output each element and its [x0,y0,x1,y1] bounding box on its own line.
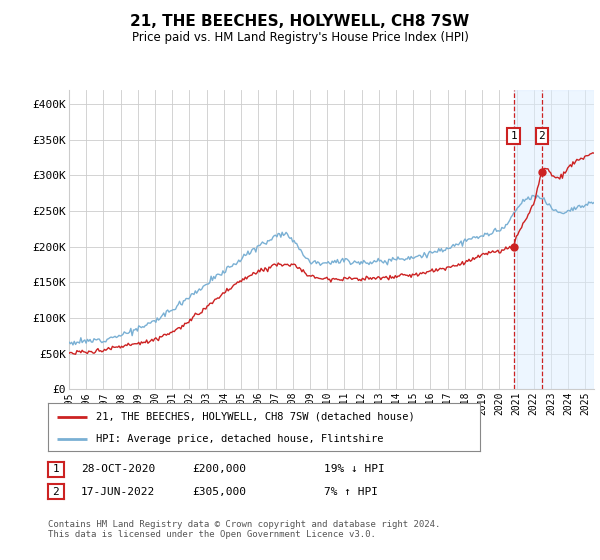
Text: 2: 2 [538,131,545,141]
Bar [514,90,594,389]
Text: 7% ↑ HPI: 7% ↑ HPI [324,487,378,497]
Text: £200,000: £200,000 [192,464,246,474]
Text: 1: 1 [52,464,59,474]
Text: HPI: Average price, detached house, Flintshire: HPI: Average price, detached house, Flin… [95,434,383,444]
Text: Price paid vs. HM Land Registry's House Price Index (HPI): Price paid vs. HM Land Registry's House … [131,31,469,44]
Text: 2: 2 [52,487,59,497]
Text: 28-OCT-2020: 28-OCT-2020 [81,464,155,474]
Text: 17-JUN-2022: 17-JUN-2022 [81,487,155,497]
Text: 21, THE BEECHES, HOLYWELL, CH8 7SW (detached house): 21, THE BEECHES, HOLYWELL, CH8 7SW (deta… [95,412,414,422]
Text: 21, THE BEECHES, HOLYWELL, CH8 7SW: 21, THE BEECHES, HOLYWELL, CH8 7SW [130,14,470,29]
Text: 1: 1 [510,131,517,141]
Text: £305,000: £305,000 [192,487,246,497]
Text: Contains HM Land Registry data © Crown copyright and database right 2024.
This d: Contains HM Land Registry data © Crown c… [48,520,440,539]
Text: 19% ↓ HPI: 19% ↓ HPI [324,464,385,474]
